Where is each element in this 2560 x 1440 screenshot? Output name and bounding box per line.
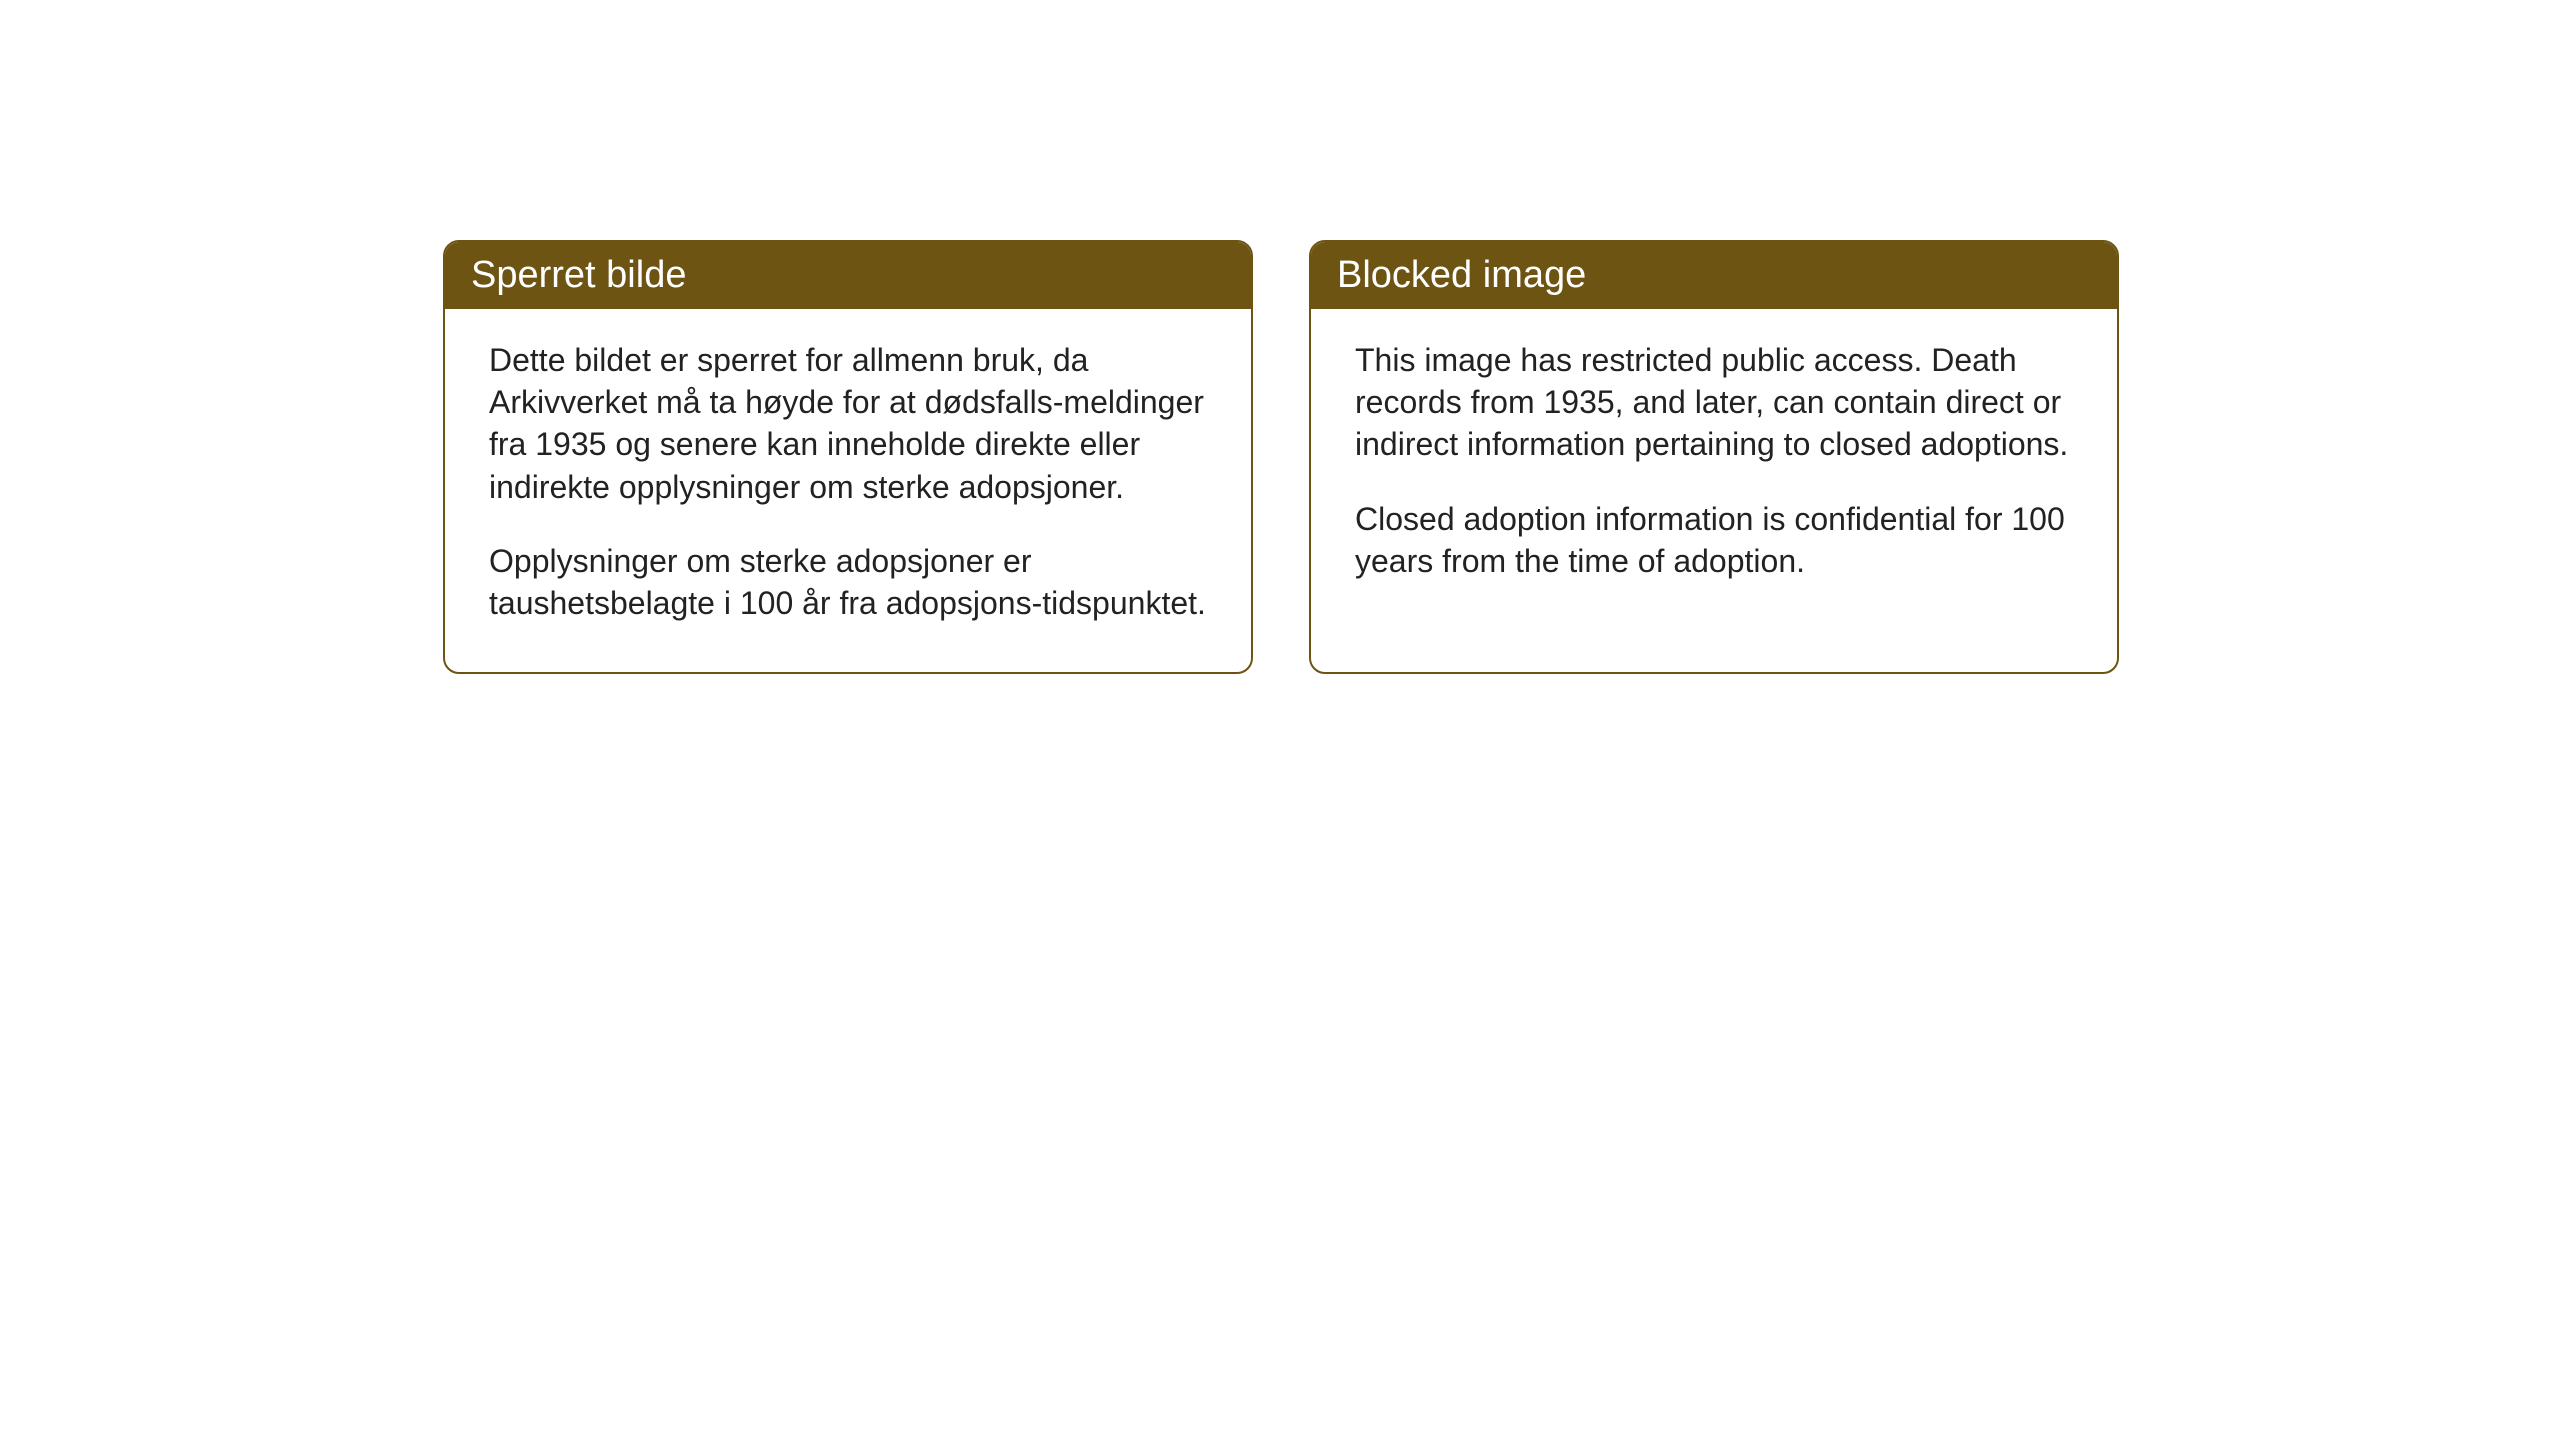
cards-container: Sperret bilde Dette bildet er sperret fo… [0, 0, 2560, 674]
english-card-header: Blocked image [1311, 242, 2117, 309]
norwegian-card-header: Sperret bilde [445, 242, 1251, 309]
norwegian-card-body: Dette bildet er sperret for allmenn bruk… [445, 309, 1251, 672]
english-paragraph-2: Closed adoption information is confident… [1355, 498, 2073, 582]
english-card-title: Blocked image [1337, 254, 1586, 296]
norwegian-card-title: Sperret bilde [471, 254, 686, 296]
english-paragraph-1: This image has restricted public access.… [1355, 339, 2073, 466]
english-card-body: This image has restricted public access.… [1311, 309, 2117, 630]
english-card: Blocked image This image has restricted … [1309, 240, 2119, 674]
norwegian-card: Sperret bilde Dette bildet er sperret fo… [443, 240, 1253, 674]
norwegian-paragraph-2: Opplysninger om sterke adopsjoner er tau… [489, 540, 1207, 624]
norwegian-paragraph-1: Dette bildet er sperret for allmenn bruk… [489, 339, 1207, 508]
